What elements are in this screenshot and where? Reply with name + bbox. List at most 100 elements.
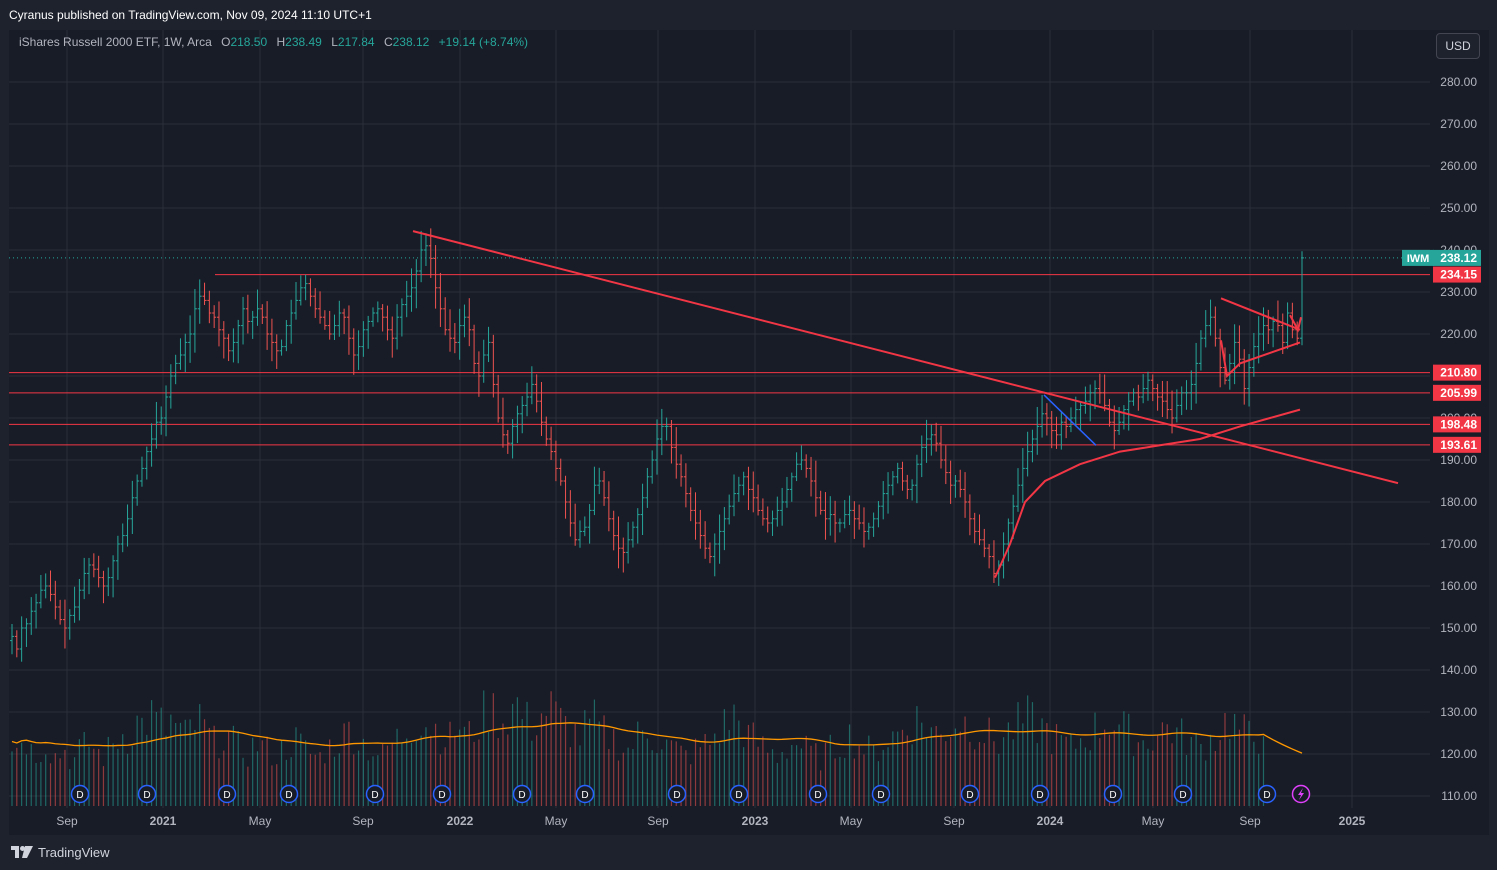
trend-drawings	[412, 230, 1399, 579]
wedge-upper-line[interactable]	[1220, 297, 1301, 331]
dividend-marker-icon[interactable]	[217, 784, 237, 804]
dividend-marker-label: D	[223, 790, 230, 801]
dividend-marker-icon[interactable]	[512, 784, 532, 804]
dividend-marker-icon[interactable]	[432, 784, 452, 804]
price-tick-label: 230.00	[1440, 285, 1477, 299]
dividend-marker-icon[interactable]	[808, 784, 828, 804]
dividend-marker-label: D	[371, 790, 378, 801]
dividend-marker-label: D	[1109, 790, 1116, 801]
time-tick-label: Sep	[56, 814, 78, 828]
time-tick-label: 2024	[1037, 814, 1064, 828]
low-value: 217.84	[337, 35, 375, 49]
price-tick-label: 140.00	[1440, 663, 1477, 677]
price-tick-label: 220.00	[1440, 327, 1477, 341]
time-tick-label: 2023	[742, 814, 769, 828]
tradingview-logo-text: TradingView	[38, 844, 110, 860]
price-tick-label: 150.00	[1440, 621, 1477, 635]
time-tick-label: May	[249, 814, 272, 828]
open-value: 218.50	[230, 35, 268, 49]
dividend-marker-label: D	[581, 790, 588, 801]
close-value: 238.12	[392, 35, 430, 49]
level-price-label: 198.48	[1440, 417, 1477, 431]
last-price-tag	[1433, 249, 1481, 266]
price-tick-label: 130.00	[1440, 705, 1477, 719]
dividend-marker-label: D	[76, 790, 83, 801]
open-label: O	[221, 35, 231, 49]
dividend-marker-label: D	[143, 790, 150, 801]
dividend-marker-icon[interactable]	[365, 784, 385, 804]
grid-lines	[9, 30, 1430, 808]
dividend-marker-label: D	[1263, 790, 1270, 801]
price-tick-label: 160.00	[1440, 579, 1477, 593]
high-label: H	[276, 35, 286, 49]
wedge-lower-line[interactable]	[1220, 340, 1301, 379]
dividend-marker-icon[interactable]	[1103, 784, 1123, 804]
dividend-marker-icon[interactable]	[137, 784, 157, 804]
moving-average-curve[interactable]	[994, 408, 1301, 579]
symbol-legend: iShares Russell 2000 ETF, 1W, Arca O218.…	[19, 35, 528, 49]
dividend-marker-label: D	[285, 790, 292, 801]
horizontal-levels	[9, 257, 1430, 446]
dividend-marker-icon[interactable]	[871, 784, 891, 804]
time-tick-label: May	[545, 814, 568, 828]
level-price-tag	[1433, 364, 1481, 381]
price-tick-label: 250.00	[1440, 201, 1477, 215]
symbol-tag	[1402, 249, 1434, 266]
dividend-marker-icon[interactable]	[1030, 784, 1050, 804]
arrow-mark[interactable]	[1289, 314, 1302, 333]
dividend-marker-icon[interactable]	[70, 784, 90, 804]
dividend-marker-icon[interactable]	[729, 784, 749, 804]
ohlc-bars	[10, 228, 1304, 662]
price-tick-label: 170.00	[1440, 537, 1477, 551]
level-price-label: 193.61	[1440, 438, 1477, 452]
symbol-tag-label: IWM	[1407, 253, 1430, 265]
level-price-label: 210.80	[1440, 366, 1477, 380]
dividend-marker-label: D	[877, 790, 884, 801]
level-price-label: 234.15	[1440, 268, 1477, 282]
change-value: +19.14 (+8.74%)	[438, 35, 529, 49]
volume-bars	[11, 690, 1265, 806]
high-value: 238.49	[285, 35, 322, 49]
time-tick-label: Sep	[943, 814, 965, 828]
dividend-marker-icon[interactable]	[1257, 784, 1277, 804]
currency-button[interactable]: USD	[1436, 33, 1480, 59]
time-axis: Sep 2021 May Sep 2022 May Sep 2023 May Sep 2024 May…	[56, 814, 1365, 828]
price-tick-label: 260.00	[1440, 159, 1477, 173]
time-tick-label: May	[1142, 814, 1165, 828]
level-price-tag	[1433, 436, 1481, 453]
level-price-label: 205.99	[1440, 386, 1477, 400]
dividend-marker-icon[interactable]	[575, 784, 595, 804]
dividend-marker-icon[interactable]	[1173, 784, 1193, 804]
dividend-marker-icon[interactable]	[667, 784, 687, 804]
price-axis: 110.00 120.00 130.00 140.00 150.00 160.00 170.…	[1402, 75, 1481, 803]
dividend-marker-icon[interactable]	[960, 784, 980, 804]
volume-moving-average	[11, 722, 1303, 754]
level-price-tag	[1433, 416, 1481, 433]
close-label: C	[383, 35, 393, 49]
downtrend-line[interactable]	[412, 230, 1399, 485]
dividend-marker-label: D	[438, 790, 445, 801]
dividend-marker-label: D	[735, 790, 742, 801]
chart-pane[interactable]	[9, 30, 1489, 835]
price-tick-label: 120.00	[1440, 747, 1477, 761]
tradingview-logo-icon	[11, 846, 33, 858]
lightning-icon	[1298, 788, 1304, 800]
price-tick-label: 180.00	[1440, 495, 1477, 509]
time-tick-label: 2021	[150, 814, 177, 828]
dividend-marker-icon[interactable]	[279, 784, 299, 804]
level-price-tag	[1433, 384, 1481, 401]
price-tick-label: 280.00	[1440, 75, 1477, 89]
blue-trend-line[interactable]	[1043, 394, 1097, 446]
publish-attribution: Cyranus published on TradingView.com, No…	[9, 8, 372, 22]
price-tick-label: 190.00	[1440, 453, 1477, 467]
time-tick-label: Sep	[352, 814, 374, 828]
dividend-marker-label: D	[966, 790, 973, 801]
last-price-label: 238.12	[1440, 251, 1477, 265]
level-price-tag	[1433, 266, 1481, 283]
tradingview-logo[interactable]: TradingView	[11, 843, 110, 861]
time-tick-label: 2022	[447, 814, 474, 828]
time-tick-label: May	[840, 814, 863, 828]
dividend-marker-label: D	[673, 790, 680, 801]
